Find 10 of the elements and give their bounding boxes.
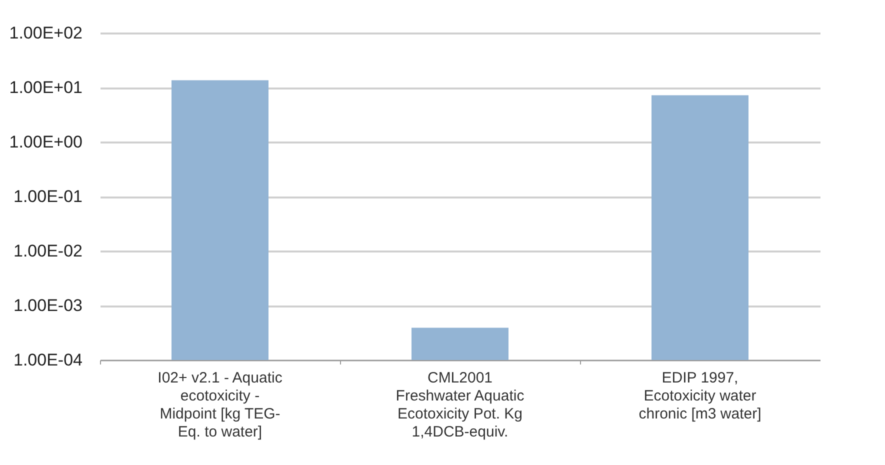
x-tick-label: I02+ v2.1 - Aquatic ecotoxicity - Midpoint [kg TEG- Eq. to water] — [158, 370, 283, 440]
x-tick-label: CML2001 Freshwater Aquatic Ecotoxicity Pot. Kg 1,4DCB-equiv. — [396, 370, 525, 440]
y-tick-label: 1.00E-01 — [14, 187, 82, 206]
y-tick-label: 1.00E-03 — [14, 296, 82, 315]
y-tick-label: 1.00E-04 — [14, 350, 82, 370]
y-tick-label: 1.00E+02 — [9, 24, 82, 42]
x-tick-label: EDIP 1997, Ecotoxicity water chronic [m3 water] — [638, 370, 762, 422]
y-tick-label: 1.00E+01 — [9, 78, 82, 97]
y-tick-label: 1.00E-02 — [14, 242, 82, 260]
y-tick-label: 1.00E+00 — [9, 132, 82, 152]
